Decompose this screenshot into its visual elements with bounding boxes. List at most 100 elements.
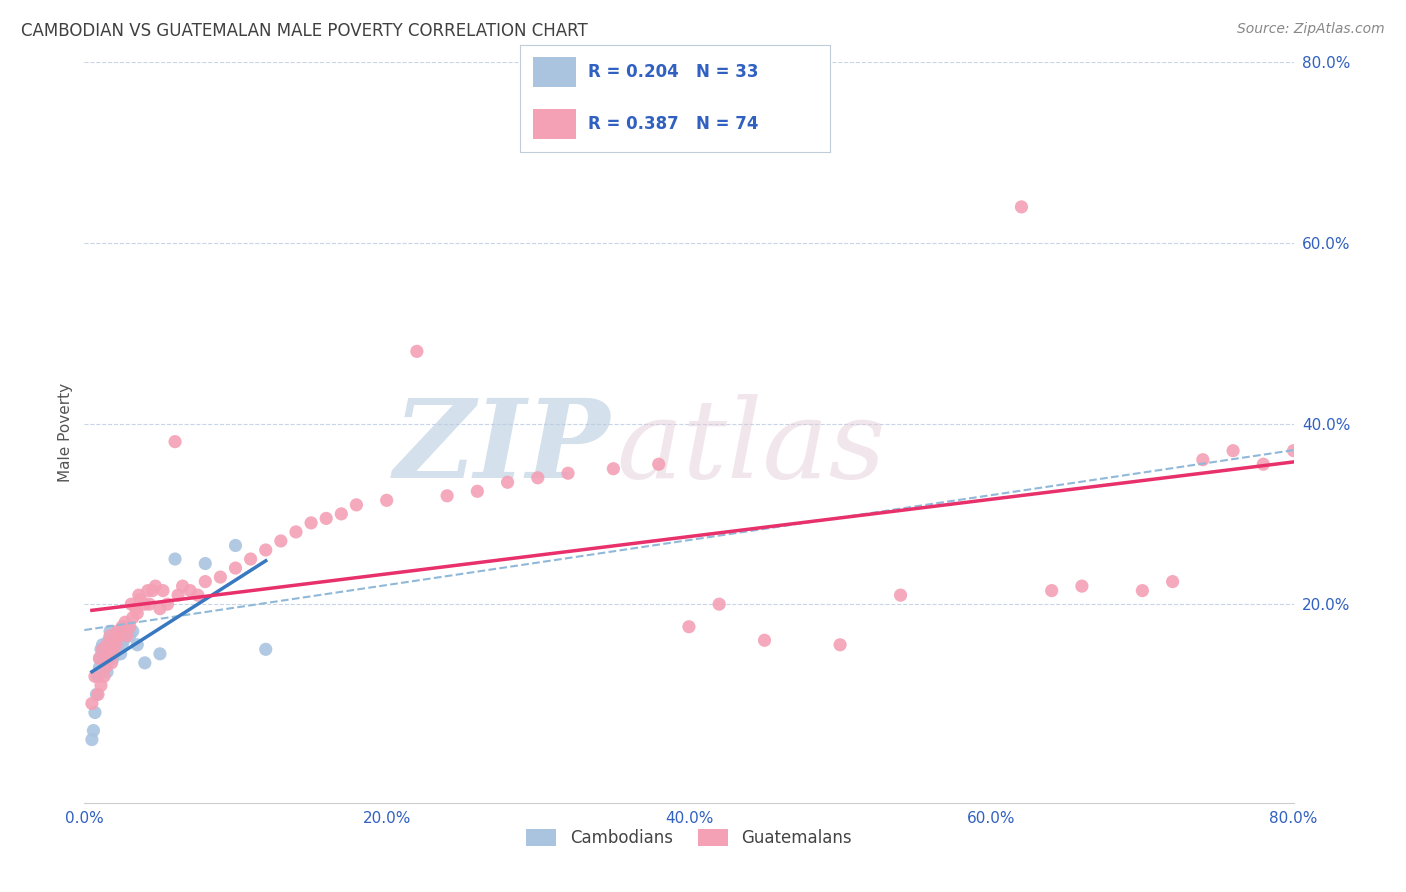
Point: [194, 557, 217, 571]
Point: [209, 570, 232, 584]
Point: [87, 688, 110, 702]
Point: [496, 475, 519, 490]
Text: ZIP: ZIP: [394, 393, 610, 501]
Point: [129, 592, 152, 607]
Point: [406, 344, 429, 359]
Point: [121, 610, 143, 624]
Point: [96, 665, 118, 679]
Point: [1011, 200, 1033, 214]
Point: [84, 669, 107, 683]
Y-axis label: Male Poverty: Male Poverty: [58, 383, 73, 483]
Point: [254, 642, 277, 657]
Point: [94, 660, 117, 674]
Point: [90, 678, 112, 692]
Point: [93, 647, 115, 661]
Point: [125, 601, 148, 615]
Point: [890, 588, 912, 602]
Point: [165, 434, 187, 449]
Point: [648, 457, 671, 471]
Point: [96, 638, 118, 652]
Point: [1192, 452, 1215, 467]
Point: [330, 507, 353, 521]
Point: [225, 561, 247, 575]
Point: [315, 511, 337, 525]
Point: [239, 552, 262, 566]
Point: [89, 651, 111, 665]
Point: [830, 638, 852, 652]
Point: [467, 484, 489, 499]
Point: [167, 588, 190, 602]
Point: [111, 620, 134, 634]
Point: [1040, 583, 1063, 598]
Point: [89, 660, 111, 674]
Point: [120, 597, 142, 611]
Point: [112, 633, 135, 648]
Point: [145, 579, 167, 593]
Point: [149, 647, 172, 661]
Bar: [533, 57, 576, 87]
Point: [101, 651, 124, 665]
Point: [156, 597, 179, 611]
Point: [709, 597, 731, 611]
Point: [108, 629, 131, 643]
Point: [118, 620, 141, 634]
Point: [172, 579, 194, 593]
Point: [100, 638, 122, 652]
Point: [152, 583, 174, 598]
Point: [754, 633, 776, 648]
Point: [1071, 579, 1094, 593]
Point: [187, 588, 209, 602]
Point: [149, 601, 172, 615]
Point: [87, 669, 110, 683]
Legend: Cambodians, Guatemalans: Cambodians, Guatemalans: [520, 822, 858, 854]
Point: [80, 697, 103, 711]
Point: [194, 574, 217, 589]
Point: [91, 642, 114, 657]
Point: [97, 651, 120, 665]
Point: [436, 489, 458, 503]
Point: [118, 629, 141, 643]
Point: [254, 543, 277, 558]
Point: [346, 498, 368, 512]
Point: [84, 706, 107, 720]
Point: [90, 642, 112, 657]
Point: [121, 624, 143, 639]
Point: [115, 620, 138, 634]
Bar: [533, 109, 576, 139]
Point: [1282, 443, 1305, 458]
Point: [165, 552, 187, 566]
Point: [105, 629, 128, 643]
Point: [225, 539, 247, 553]
Point: [82, 723, 104, 738]
Point: [105, 638, 128, 652]
Point: [1222, 443, 1244, 458]
Point: [96, 656, 118, 670]
Point: [107, 624, 129, 639]
Text: CAMBODIAN VS GUATEMALAN MALE POVERTY CORRELATION CHART: CAMBODIAN VS GUATEMALAN MALE POVERTY COR…: [21, 22, 588, 40]
Point: [110, 647, 132, 661]
Point: [127, 606, 149, 620]
Point: [104, 633, 127, 648]
Point: [107, 642, 129, 657]
Point: [1130, 583, 1153, 598]
Point: [114, 615, 136, 630]
Text: R = 0.204   N = 33: R = 0.204 N = 33: [588, 63, 759, 81]
Point: [527, 471, 550, 485]
Text: Source: ZipAtlas.com: Source: ZipAtlas.com: [1237, 22, 1385, 37]
Point: [1253, 457, 1275, 471]
Point: [111, 638, 134, 652]
Point: [115, 629, 138, 643]
Point: [98, 624, 121, 639]
Point: [602, 461, 624, 475]
Point: [138, 597, 160, 611]
Point: [80, 732, 103, 747]
Point: [101, 647, 124, 661]
Point: [104, 633, 127, 648]
Point: [285, 524, 308, 539]
Point: [134, 597, 156, 611]
Point: [136, 583, 159, 598]
Point: [97, 633, 120, 648]
Point: [270, 533, 292, 548]
Point: [128, 588, 150, 602]
Point: [179, 583, 201, 598]
